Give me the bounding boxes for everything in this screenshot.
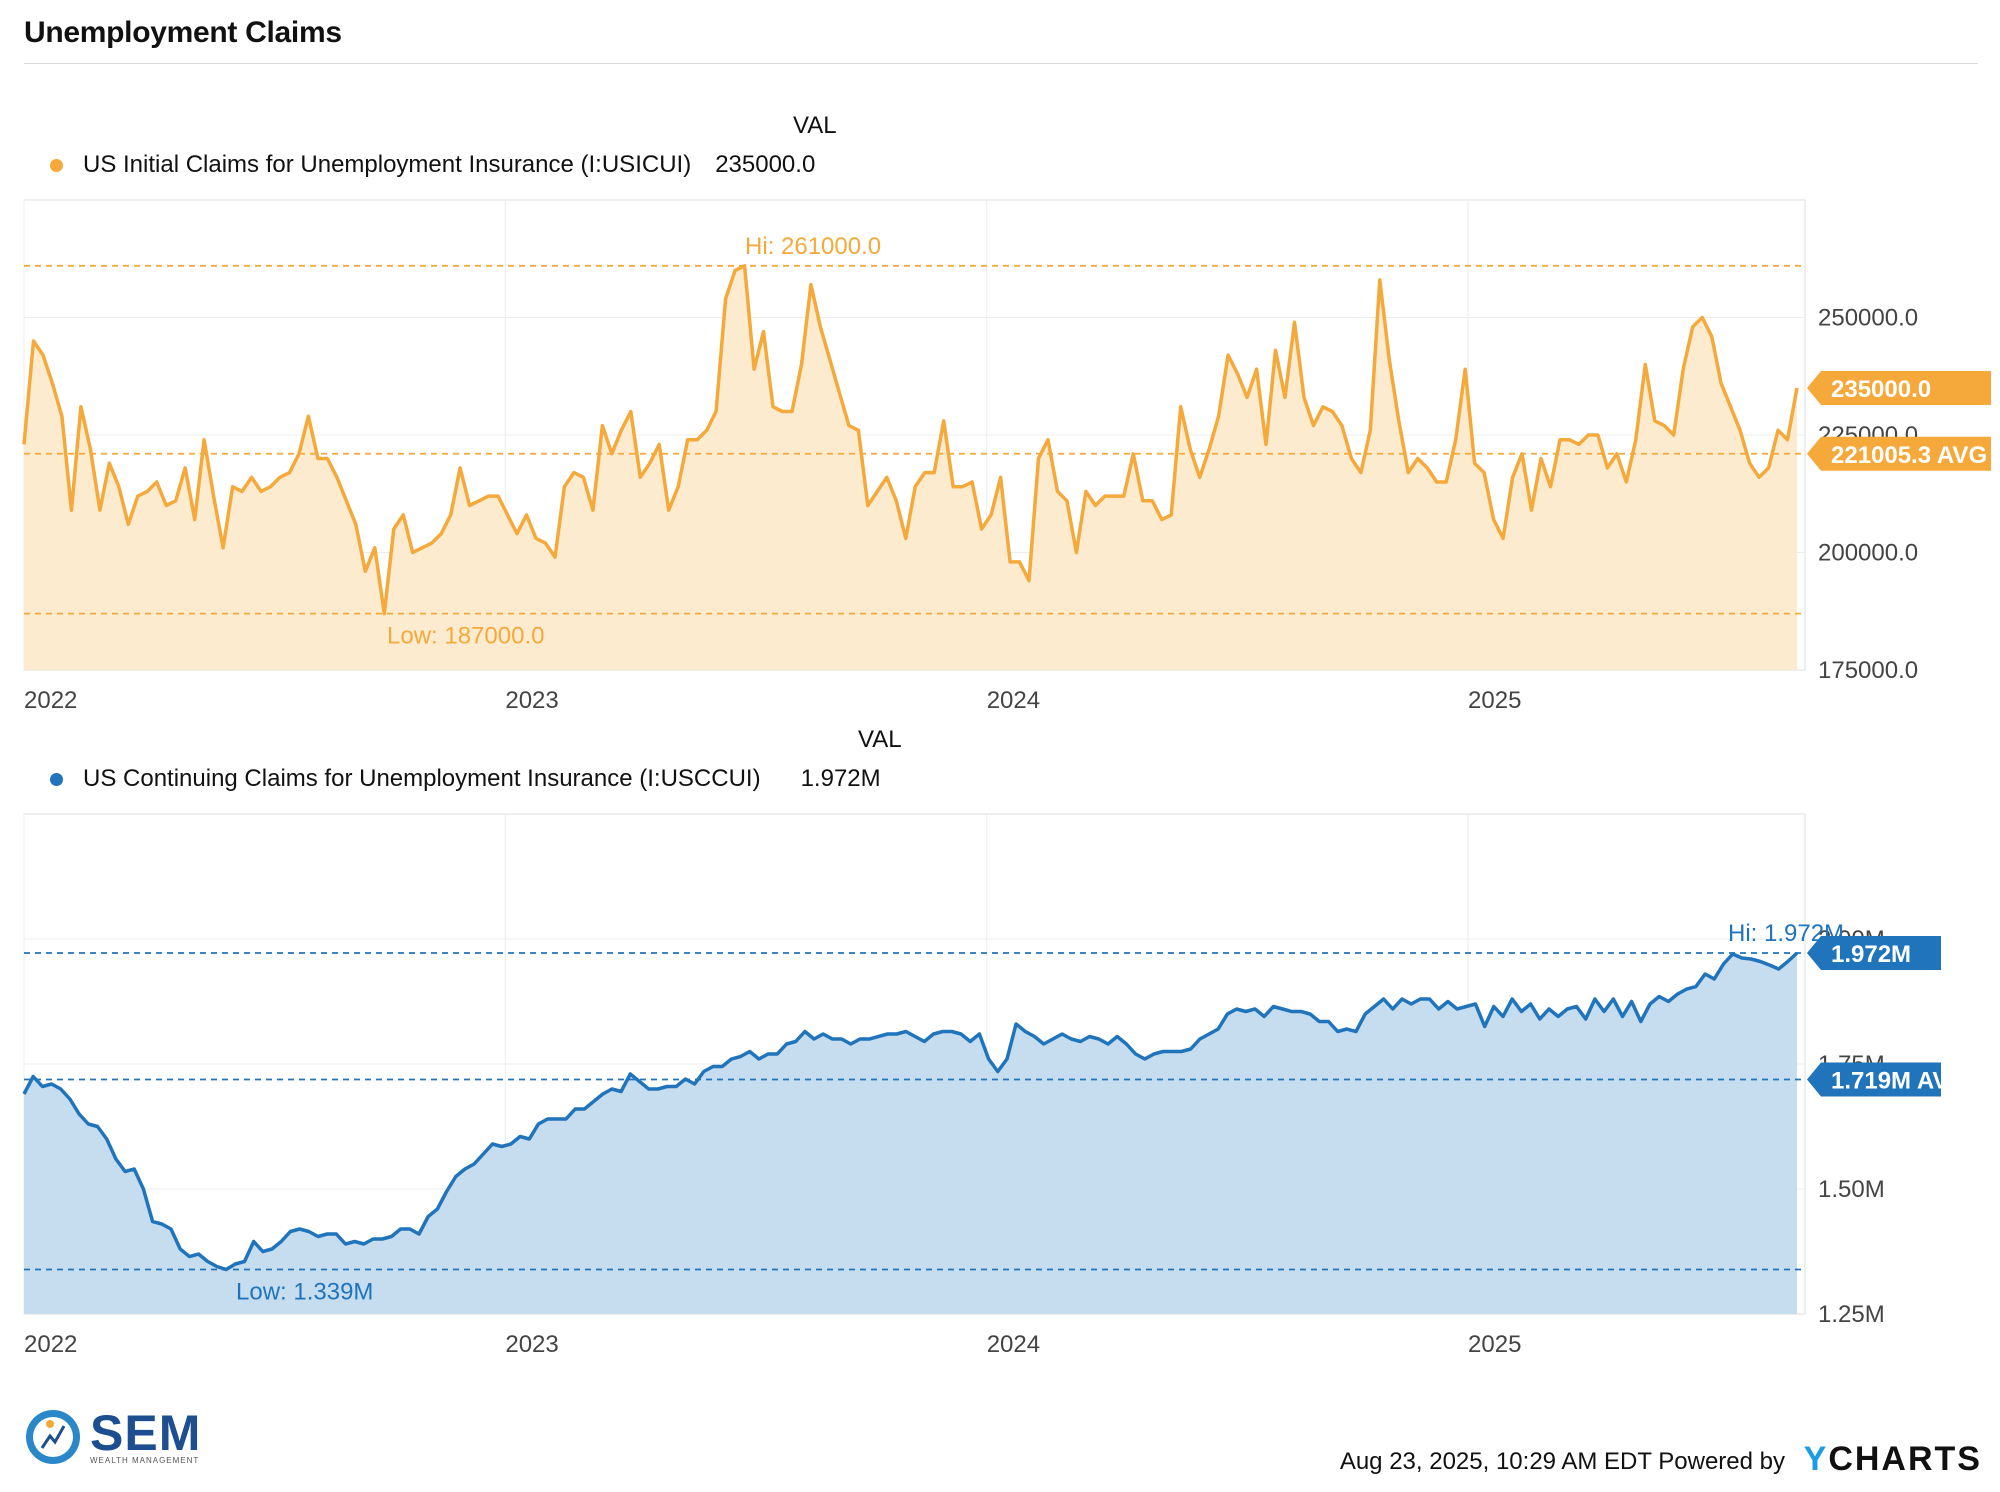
x-tick-label: 2025 bbox=[1468, 1331, 1521, 1358]
sem-logo: SEM WEALTH MANAGEMENT bbox=[24, 1408, 201, 1466]
page-title: Unemployment Claims bbox=[24, 16, 342, 49]
legend-series-value: 1.972M bbox=[800, 765, 881, 792]
avg-value-tag: 1.719M AVG bbox=[1807, 1062, 1967, 1097]
y-tick-label: 175000.0 bbox=[1818, 657, 1918, 684]
x-tick-label: 2024 bbox=[987, 687, 1040, 714]
last-value-tag: 235000.0 bbox=[1807, 371, 1991, 405]
avg-value-tag: 221005.3 AVG bbox=[1807, 436, 1991, 471]
y-tick-label: 1.25M bbox=[1818, 1301, 1885, 1328]
last-value-tag-shape bbox=[1807, 936, 1941, 970]
series-line bbox=[22, 264, 1799, 616]
continuing-claims-chart[interactable]: 2.00M1.75M1.50M1.25M2022202320242025Hi: … bbox=[0, 0, 2000, 1400]
x-tick-label: 2025 bbox=[1468, 687, 1521, 714]
y-tick-label: 1.50M bbox=[1818, 1176, 1885, 1203]
logo-text: SEM bbox=[90, 1404, 202, 1461]
timestamp: Aug 23, 2025, 10:29 AM EDT Powered by bbox=[1339, 1448, 1785, 1475]
legend-continuing-claims[interactable]: US Continuing Claims for Unemployment In… bbox=[22, 765, 881, 793]
ycharts-logo: YCHARTS bbox=[1803, 1440, 1982, 1478]
x-tick-label: 2022 bbox=[24, 687, 77, 714]
last-value-tag: 1.972M bbox=[1807, 936, 1941, 970]
x-tick-label: 2023 bbox=[505, 687, 558, 714]
avg-value-tag-text: 221005.3 AVG bbox=[1831, 442, 1987, 469]
title-divider bbox=[24, 63, 1978, 64]
series-area-fill bbox=[24, 265, 1797, 670]
last-value-tag-text: 1.972M bbox=[1831, 941, 1911, 968]
y-tick-label: 200000.0 bbox=[1818, 540, 1918, 567]
sem-logo-icon bbox=[26, 1410, 80, 1464]
legend-series-value: 235000.0 bbox=[715, 151, 816, 178]
avg-value-tag-text: 1.719M AVG bbox=[1831, 1068, 1967, 1095]
x-tick-label: 2024 bbox=[987, 1331, 1040, 1358]
series-line bbox=[22, 951, 1799, 1272]
x-tick-label: 2022 bbox=[24, 1331, 77, 1358]
last-value-tag-shape bbox=[1807, 371, 1991, 405]
legend-series-name: US Continuing Claims for Unemployment In… bbox=[83, 765, 761, 792]
series-area-fill bbox=[24, 953, 1797, 1314]
logo-subtext: WEALTH MANAGEMENT bbox=[90, 1455, 200, 1465]
avg-value-tag-shape bbox=[1807, 1062, 1941, 1097]
value-column-header: VAL bbox=[858, 726, 902, 753]
y-tick-label: 250000.0 bbox=[1818, 305, 1918, 332]
legend-series-name: US Initial Claims for Unemployment Insur… bbox=[83, 151, 692, 178]
series-dot-icon bbox=[50, 772, 63, 786]
low-label: Low: 187000.0 bbox=[387, 623, 544, 650]
series-dot-icon bbox=[50, 158, 63, 172]
x-tick-label: 2023 bbox=[505, 1331, 558, 1358]
low-label: Low: 1.339M bbox=[236, 1279, 373, 1306]
avg-value-tag-shape bbox=[1807, 436, 1991, 471]
legend-initial-claims[interactable]: US Initial Claims for Unemployment Insur… bbox=[22, 151, 815, 179]
hi-label: Hi: 261000.0 bbox=[745, 233, 881, 260]
last-value-tag-text: 235000.0 bbox=[1831, 376, 1931, 403]
value-column-header: VAL bbox=[793, 112, 837, 139]
